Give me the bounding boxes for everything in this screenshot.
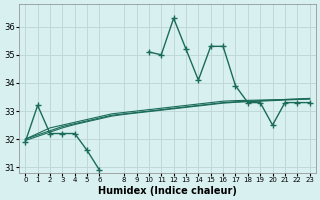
X-axis label: Humidex (Indice chaleur): Humidex (Indice chaleur) <box>98 186 237 196</box>
